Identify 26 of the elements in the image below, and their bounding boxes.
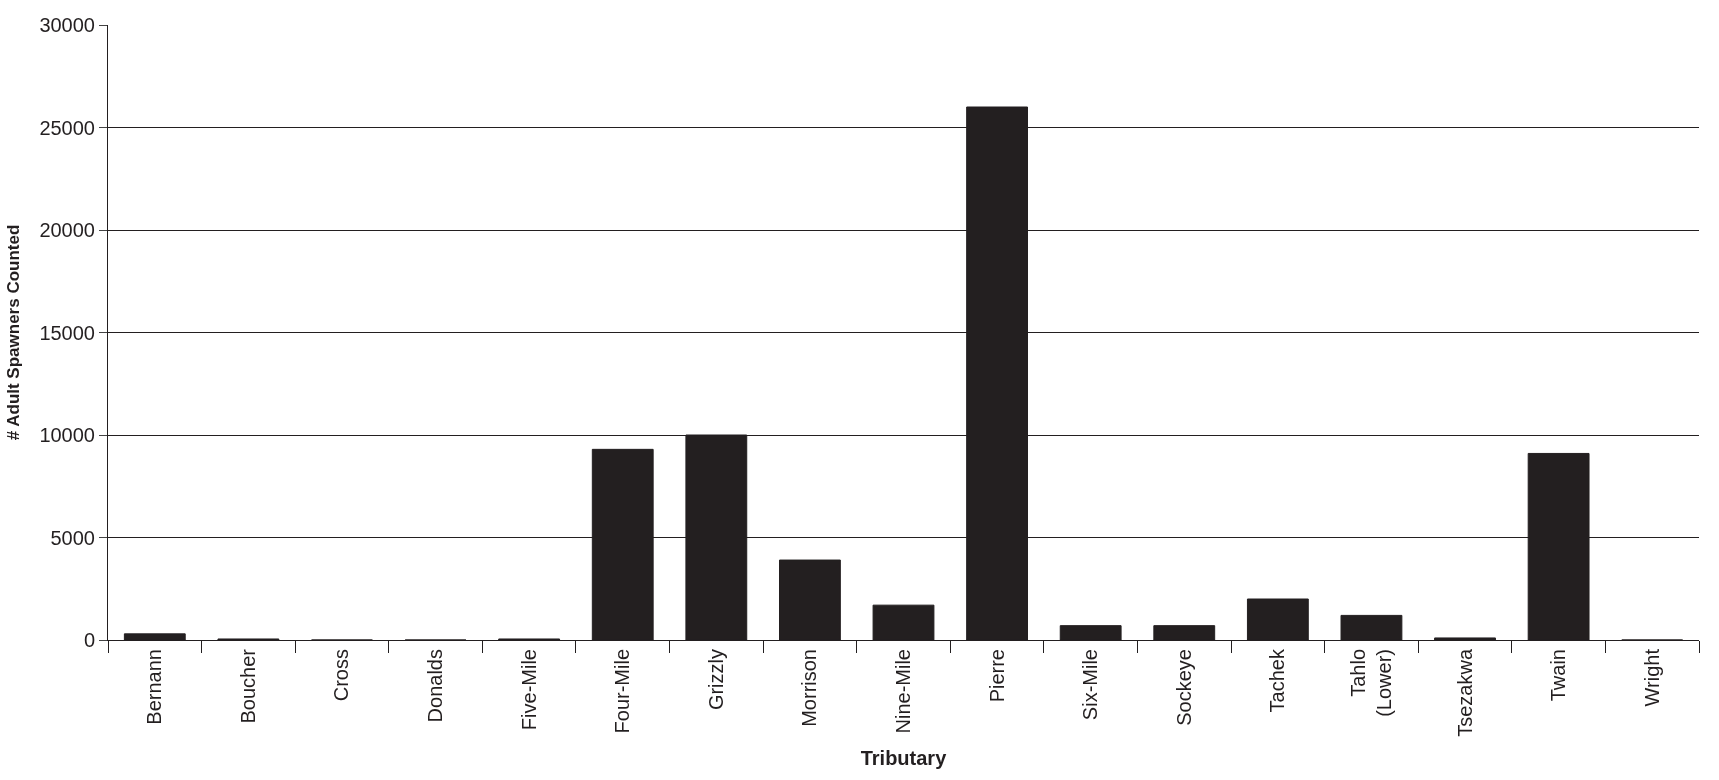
y-tick-label: 20000 bbox=[39, 219, 95, 241]
x-tick-label: Four-Mile bbox=[611, 649, 634, 734]
x-tick-label: Boucher bbox=[236, 648, 259, 724]
y-tick-label: 5000 bbox=[50, 526, 95, 549]
x-tick-label: Bernann bbox=[143, 649, 166, 725]
y-tick-label: 10000 bbox=[39, 424, 95, 446]
x-tick-label: Tsezakwa bbox=[1453, 648, 1476, 737]
x-tick-label: Nine-Mile bbox=[892, 649, 914, 734]
y-axis-title: # Adult Spawners Counted bbox=[3, 224, 23, 441]
x-tick-label: Tachek bbox=[1266, 648, 1289, 713]
x-tick-label: Pierre bbox=[985, 649, 1008, 703]
x-axis-title: Tributary bbox=[860, 747, 948, 770]
x-tick-label: Wright bbox=[1640, 648, 1663, 707]
x-tick-label: Sockeye bbox=[1172, 649, 1195, 726]
x-tick-label: Morrison bbox=[798, 649, 821, 727]
x-tick-label: Grizzly bbox=[704, 649, 727, 711]
x-tick-label: Donalds bbox=[424, 649, 447, 723]
x-tick-label: Cross bbox=[330, 649, 353, 702]
x-tick-label: Twain bbox=[1547, 649, 1570, 702]
y-tick-label: 0 bbox=[83, 629, 95, 651]
x-tick-label: Five-Mile bbox=[517, 649, 540, 731]
y-tick-label: 30000 bbox=[39, 14, 95, 36]
x-tick-label: Six-Mile bbox=[1079, 649, 1102, 721]
y-tick-label: 15000 bbox=[39, 321, 95, 344]
y-tick-label: 25000 bbox=[39, 116, 95, 139]
x-tick-label: Tahlo (Lower) bbox=[1346, 649, 1395, 717]
